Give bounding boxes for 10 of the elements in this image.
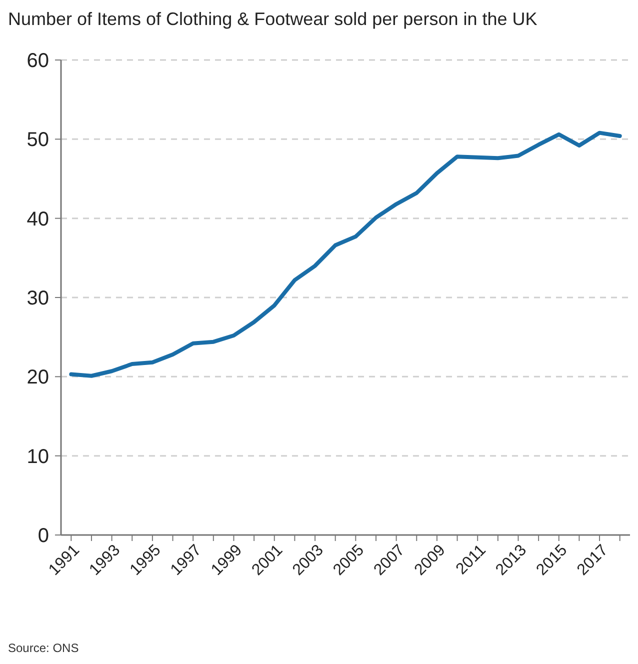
y-tick-label: 40 <box>26 208 49 230</box>
y-tick-label: 10 <box>26 446 49 468</box>
y-tick-label: 50 <box>26 129 49 152</box>
line-series <box>69 130 622 378</box>
y-tick-label: 0 <box>38 525 49 547</box>
y-tick-label: 20 <box>26 366 49 389</box>
source-note: Source: ONS <box>8 641 79 655</box>
y-tick-label: 60 <box>26 50 49 72</box>
y-tick-label: 30 <box>26 288 49 310</box>
chart-title: Number of Items of Clothing & Footwear sold per person in the UK <box>8 9 538 29</box>
